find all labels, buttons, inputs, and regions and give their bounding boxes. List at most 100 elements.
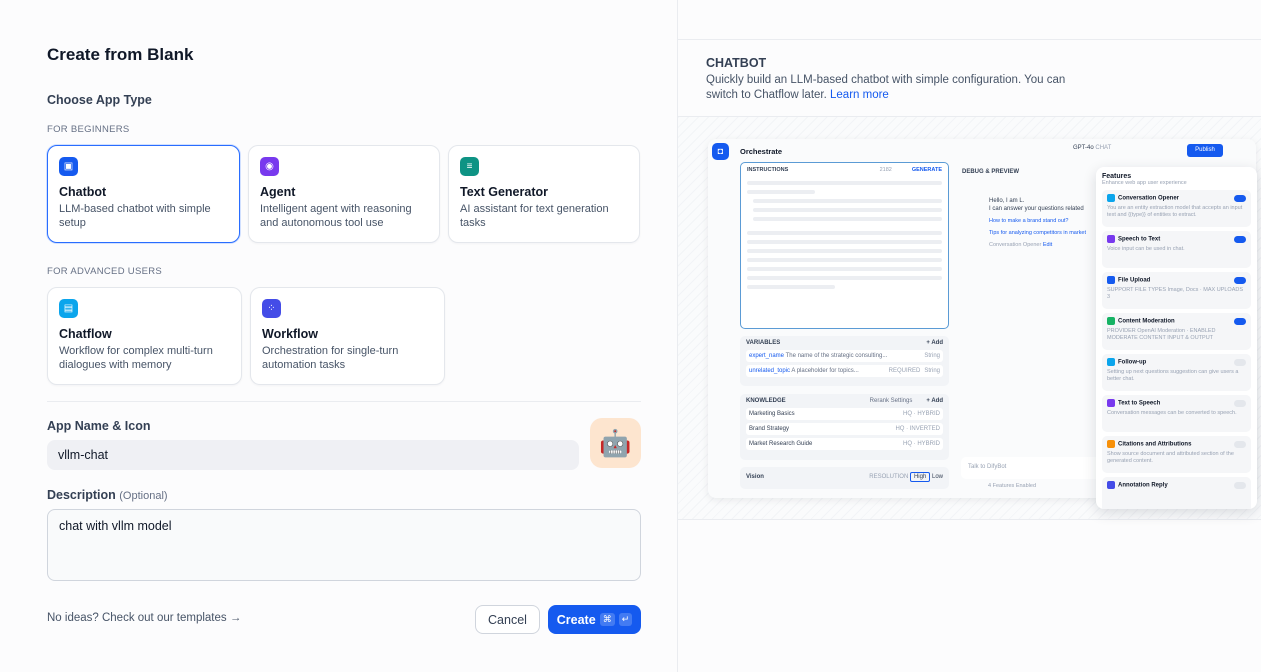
doc-tag: HQ · HYBRID xyxy=(902,411,940,417)
feature-toggle xyxy=(1234,441,1246,448)
card-title: Workflow xyxy=(262,327,319,341)
feature-item: Text to Speech Conversation messages can … xyxy=(1102,395,1251,432)
variables-label: VARIABLES xyxy=(746,340,781,346)
choose-app-type-label: Choose App Type xyxy=(47,93,152,107)
knowledge-label: KNOWLEDGE xyxy=(746,398,786,404)
instructions-box: INSTRUCTIONS GENERATE 2182 xyxy=(740,162,949,329)
feature-name: Annotation Reply xyxy=(1118,482,1168,489)
variables-section: VARIABLES + Add expert_name The name of t… xyxy=(740,336,949,386)
feature-desc: Setting up next questions suggestion can… xyxy=(1107,369,1239,382)
feature-icon xyxy=(1107,194,1115,202)
publish-button: Publish xyxy=(1187,144,1223,157)
doc-name: Market Research Guide xyxy=(749,441,813,447)
app-type-workflow[interactable]: ⁘ Workflow Orchestration for single-turn… xyxy=(250,287,445,385)
var-name: unrelated_topic xyxy=(749,368,791,374)
feature-icon xyxy=(1107,399,1115,407)
create-button[interactable]: Create ⌘ ↵ xyxy=(548,605,641,634)
feature-desc: PROVIDER OpenAI Moderation · ENABLED MOD… xyxy=(1107,328,1216,341)
feature-toggle xyxy=(1234,277,1246,284)
var-badge: REQUIRED xyxy=(888,368,921,374)
feature-desc: Voice input can be used in chat. xyxy=(1107,246,1185,252)
app-type-chatbot[interactable]: ▣ Chatbot LLM-based chatbot with simple … xyxy=(47,145,240,243)
card-desc: AI assistant for text generation tasks xyxy=(460,203,609,229)
chatbot-icon: ▣ xyxy=(59,157,78,176)
card-title: Agent xyxy=(260,185,296,199)
page-title: Create from Blank xyxy=(47,45,194,64)
app-type-chatflow[interactable]: ▤ Chatflow Workflow for complex multi-tu… xyxy=(47,287,242,385)
low-option: Low xyxy=(931,474,943,480)
preview-header: Orchestrate xyxy=(740,147,783,156)
greeting-line: I can answer your questions related xyxy=(989,206,1084,212)
preview-area: ◘ Orchestrate GPT-4o CHAT Publish INSTRU… xyxy=(678,116,1261,520)
feature-item: Conversation Opener You are an entity ext… xyxy=(1102,190,1251,227)
card-desc: Intelligent agent with reasoning and aut… xyxy=(260,203,412,229)
cmd-key: ⌘ xyxy=(599,613,615,626)
app-name-input[interactable]: vllm-chat xyxy=(47,440,579,470)
features-title: Features xyxy=(1102,173,1132,180)
feature-item: Citations and Attributions Show source do… xyxy=(1102,436,1251,473)
feature-name: Text to Speech xyxy=(1118,400,1161,407)
divider xyxy=(678,39,1261,40)
feature-name: File Upload xyxy=(1118,277,1151,284)
chat-input: Talk to DifyBot xyxy=(961,457,1131,479)
doc-name: Brand Strategy xyxy=(749,426,790,432)
vision-label: Vision xyxy=(746,474,764,480)
feature-icon xyxy=(1107,235,1115,243)
debug-label: DEBUG & PREVIEW xyxy=(962,169,1020,175)
workflow-icon: ⁘ xyxy=(262,299,281,318)
doc-name: Marketing Basics xyxy=(749,411,795,417)
app-type-agent[interactable]: ◉ Agent Intelligent agent with reasoning… xyxy=(248,145,440,243)
var-desc: A placeholder for topics... xyxy=(791,368,859,374)
var-type: String xyxy=(924,368,940,374)
learn-more-link[interactable]: Learn more xyxy=(830,89,889,101)
info-description: Quickly build an LLM-based chatbot with … xyxy=(706,73,1066,103)
card-title: Chatbot xyxy=(59,185,107,199)
feature-toggle xyxy=(1234,400,1246,407)
templates-link[interactable]: No ideas? Check out our templates → xyxy=(47,612,242,624)
instructions-label: INSTRUCTIONS xyxy=(747,167,789,173)
features-panel: Features Enhance web app user experience… xyxy=(1096,167,1257,509)
feature-desc: Show source document and attributed sect… xyxy=(1107,451,1234,464)
feature-item: Annotation Reply xyxy=(1102,477,1251,509)
feature-icon xyxy=(1107,276,1115,284)
app-type-text-generator[interactable]: ≡ Text Generator AI assistant for text g… xyxy=(448,145,640,243)
feature-icon xyxy=(1107,317,1115,325)
feature-item: Follow-up Setting up next questions sugge… xyxy=(1102,354,1251,391)
text-generator-icon: ≡ xyxy=(460,157,479,176)
card-desc: Workflow for complex multi-turn dialogue… xyxy=(59,345,213,371)
feature-desc: SUPPORT FILE TYPES Image, Docs · MAX UPL… xyxy=(1107,287,1244,300)
var-name: expert_name xyxy=(749,353,785,359)
feature-desc: You are an entity extraction model that … xyxy=(1107,205,1243,218)
feature-toggle xyxy=(1234,236,1246,243)
chat-greeting: Hello, I am L. I can answer your questio… xyxy=(989,197,1086,249)
beginners-label: FOR BEGINNERS xyxy=(47,124,130,135)
knowledge-section: KNOWLEDGE + Add Rerank Settings Marketing … xyxy=(740,394,949,460)
description-textarea[interactable]: chat with vllm model xyxy=(47,509,641,581)
feature-toggle xyxy=(1234,482,1246,489)
resolution-label: RESOLUTION xyxy=(869,474,909,480)
rerank-label: Rerank Settings xyxy=(869,398,913,404)
var-type: String xyxy=(924,353,940,359)
divider xyxy=(47,401,641,402)
feature-icon xyxy=(1107,440,1115,448)
suggested-question: How to make a brand stand out? xyxy=(989,218,1069,224)
create-form-panel: Create from Blank Choose App Type FOR BE… xyxy=(47,45,641,634)
card-title: Text Generator xyxy=(460,185,548,199)
model-name: GPT-4o xyxy=(1073,145,1094,151)
greeting-line: Hello, I am L. xyxy=(989,198,1025,204)
card-title: Chatflow xyxy=(59,327,112,341)
edit-label: Edit xyxy=(1042,242,1053,248)
opener-label: Conversation Opener xyxy=(989,242,1042,248)
app-icon-picker[interactable]: 🤖 xyxy=(590,418,641,468)
feature-item: Content Moderation PROVIDER OpenAI Modera… xyxy=(1102,313,1251,350)
info-desc-text: Quickly build an LLM-based chatbot with … xyxy=(706,74,1066,101)
cancel-button[interactable]: Cancel xyxy=(475,605,540,634)
feature-name: Conversation Opener xyxy=(1118,195,1180,202)
feature-toggle xyxy=(1234,195,1246,202)
add-label: + Add xyxy=(926,398,943,404)
feature-toggle xyxy=(1234,359,1246,366)
description-label: Description xyxy=(47,488,116,502)
model-tag: CHAT xyxy=(1095,145,1112,151)
char-count: 2182 xyxy=(879,167,892,173)
feature-item: File Upload SUPPORT FILE TYPES Image, Doc… xyxy=(1102,272,1251,309)
